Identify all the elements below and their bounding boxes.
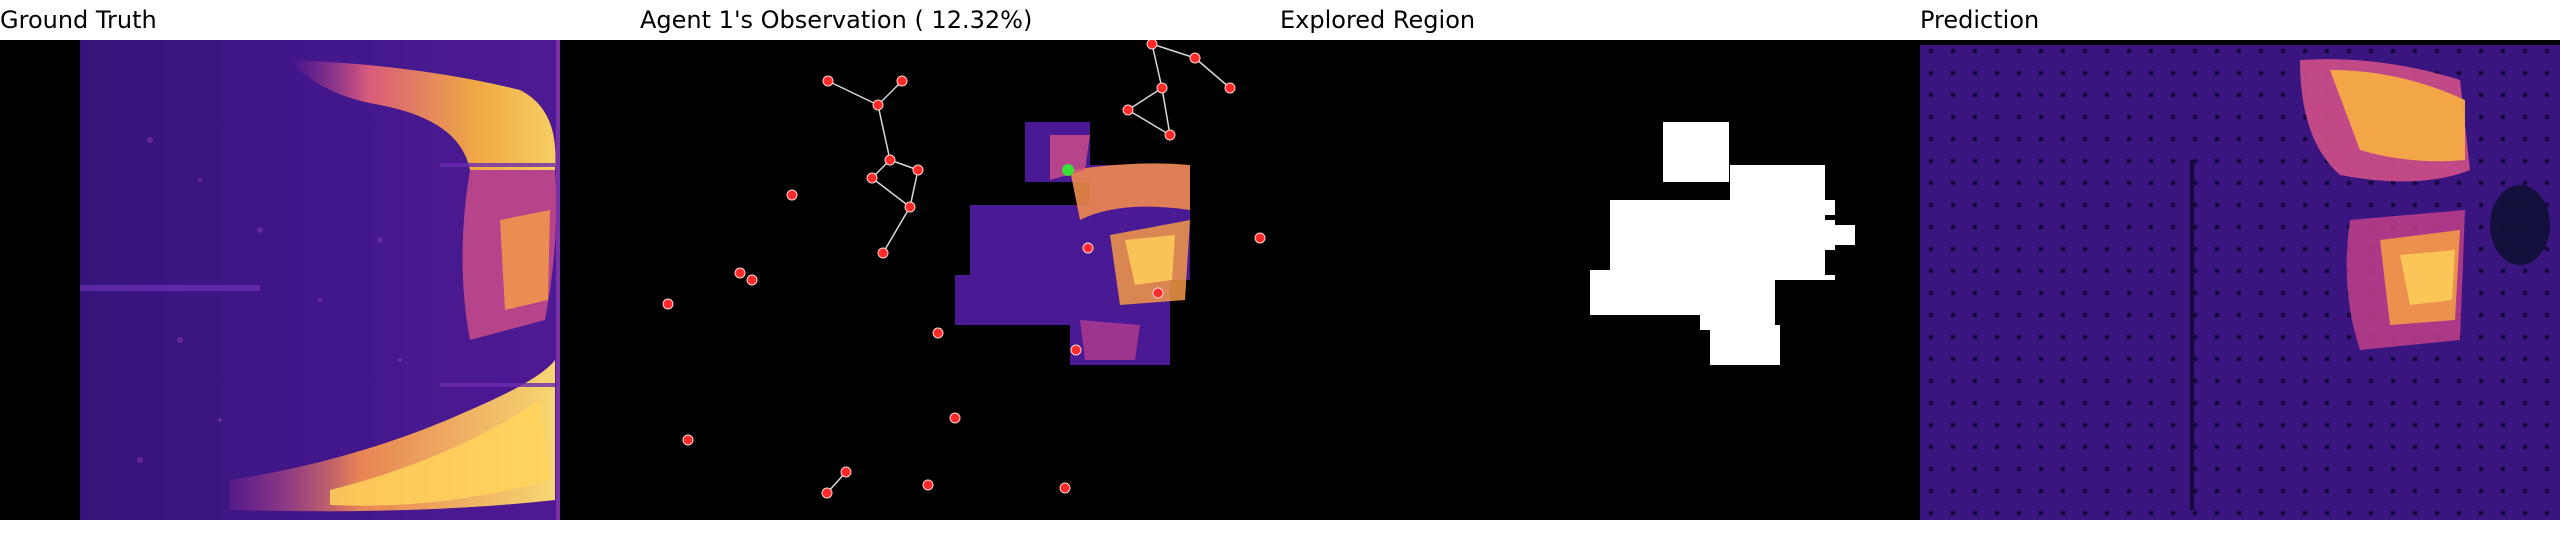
agent-marker bbox=[1152, 287, 1164, 299]
agent-marker bbox=[1224, 82, 1236, 94]
agent-marker bbox=[872, 99, 884, 111]
agent-marker bbox=[1122, 104, 1134, 116]
agent-marker bbox=[821, 487, 833, 499]
explored-region-title: Explored Region bbox=[1280, 6, 1476, 34]
agent-marker bbox=[746, 274, 758, 286]
current-agent-marker bbox=[1062, 164, 1074, 176]
agent-marker bbox=[1156, 82, 1168, 94]
ground-truth-heatmap bbox=[80, 40, 560, 520]
observation-map bbox=[662, 40, 1266, 499]
agent-marker bbox=[884, 154, 896, 166]
agent-marker bbox=[1082, 242, 1094, 254]
ground-truth-panel bbox=[0, 40, 640, 520]
agent-marker bbox=[1059, 482, 1071, 494]
agent-marker bbox=[1146, 40, 1158, 50]
agent-marker bbox=[866, 172, 878, 184]
agent-marker bbox=[662, 298, 674, 310]
agent-marker bbox=[1070, 344, 1082, 356]
agent-marker bbox=[1254, 232, 1266, 244]
agent-marker bbox=[922, 479, 934, 491]
prediction-title: Prediction bbox=[1920, 6, 2040, 34]
observation-panel bbox=[640, 40, 1280, 520]
agent-marker bbox=[904, 201, 916, 213]
observation-title: Agent 1's Observation ( 12.32%) bbox=[640, 6, 1033, 34]
agent-marker bbox=[912, 164, 924, 176]
agent-marker bbox=[1189, 52, 1201, 64]
prediction-panel bbox=[1920, 40, 2560, 520]
agent-marker bbox=[786, 189, 798, 201]
agent-markers bbox=[662, 40, 1266, 499]
explored-region-mask bbox=[1590, 122, 1855, 365]
ground-truth-title: Ground Truth bbox=[0, 6, 157, 34]
explored-region-panel bbox=[1280, 40, 1920, 520]
agent-marker bbox=[682, 434, 694, 446]
agent-marker bbox=[877, 247, 889, 259]
agent-marker bbox=[1164, 129, 1176, 141]
agent-marker bbox=[949, 412, 961, 424]
agent-marker bbox=[822, 75, 834, 87]
agent-marker bbox=[840, 466, 852, 478]
observed-region bbox=[955, 122, 1190, 365]
agent-marker bbox=[896, 75, 908, 87]
prediction-heatmap bbox=[1920, 45, 2560, 520]
agent-marker bbox=[932, 327, 944, 339]
agent-marker bbox=[734, 267, 746, 279]
